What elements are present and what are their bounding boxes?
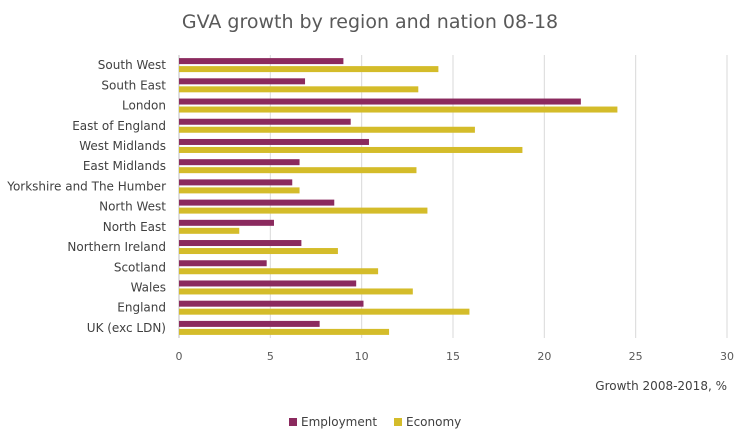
employment-bar	[179, 138, 369, 145]
category-label: North West	[99, 200, 166, 214]
category-label: UK (exc LDN)	[87, 321, 166, 335]
category-label: South East	[101, 78, 166, 92]
bars	[179, 58, 618, 335]
economy-bar	[179, 268, 379, 275]
x-axis-title: Growth 2008-2018, %	[595, 379, 727, 393]
category-label: London	[122, 99, 166, 113]
legend: Employment Economy	[289, 415, 461, 429]
economy-bar	[179, 328, 390, 335]
x-tick-label: 20	[537, 350, 551, 363]
x-tick-labels: 0 5 10 15 20 25 30	[176, 350, 735, 363]
x-tick-label: 15	[446, 350, 460, 363]
category-label: South West	[98, 58, 166, 72]
employment-bar	[179, 320, 320, 327]
employment-bar	[179, 98, 581, 105]
employment-bar	[179, 219, 274, 226]
employment-bar	[179, 58, 344, 65]
employment-bar	[179, 280, 357, 287]
legend-swatch-employment	[289, 418, 297, 426]
x-tick-label: 0	[176, 350, 183, 363]
category-label: East of England	[72, 119, 166, 133]
category-label: West Midlands	[79, 139, 166, 153]
employment-bar	[179, 240, 302, 247]
economy-bar	[179, 288, 413, 295]
economy-bar	[179, 167, 417, 174]
category-label: Northern Ireland	[67, 240, 166, 254]
economy-bar	[179, 126, 475, 133]
category-label: North East	[103, 220, 167, 234]
employment-bar	[179, 199, 335, 206]
employment-bar	[179, 78, 306, 85]
economy-bar	[179, 207, 428, 214]
legend-label-employment: Employment	[301, 415, 377, 429]
economy-bar	[179, 248, 338, 255]
legend-swatch-economy	[394, 418, 402, 426]
economy-bar	[179, 227, 240, 234]
x-tick-label: 30	[720, 350, 734, 363]
gridlines	[178, 55, 728, 338]
x-tick-label: 5	[267, 350, 274, 363]
economy-bar	[179, 86, 419, 93]
economy-bar	[179, 187, 300, 194]
chart-title: GVA growth by region and nation 08-18	[182, 11, 558, 33]
category-label: England	[117, 301, 166, 315]
legend-label-economy: Economy	[406, 415, 461, 429]
economy-bar	[179, 146, 523, 153]
employment-bar	[179, 300, 364, 307]
economy-bar	[179, 106, 618, 113]
category-label: Yorkshire and The Humber	[6, 179, 166, 193]
economy-bar	[179, 308, 470, 315]
category-label: Scotland	[114, 260, 166, 274]
economy-bar	[179, 66, 439, 73]
employment-bar	[179, 260, 267, 267]
category-labels: South West South East London East of Englan…	[6, 58, 166, 335]
employment-bar	[179, 159, 300, 166]
x-tick-label: 10	[355, 350, 369, 363]
employment-bar	[179, 179, 293, 186]
employment-bar	[179, 118, 351, 125]
category-label: East Midlands	[83, 159, 166, 173]
x-tick-label: 25	[629, 350, 643, 363]
category-label: Wales	[131, 280, 166, 294]
